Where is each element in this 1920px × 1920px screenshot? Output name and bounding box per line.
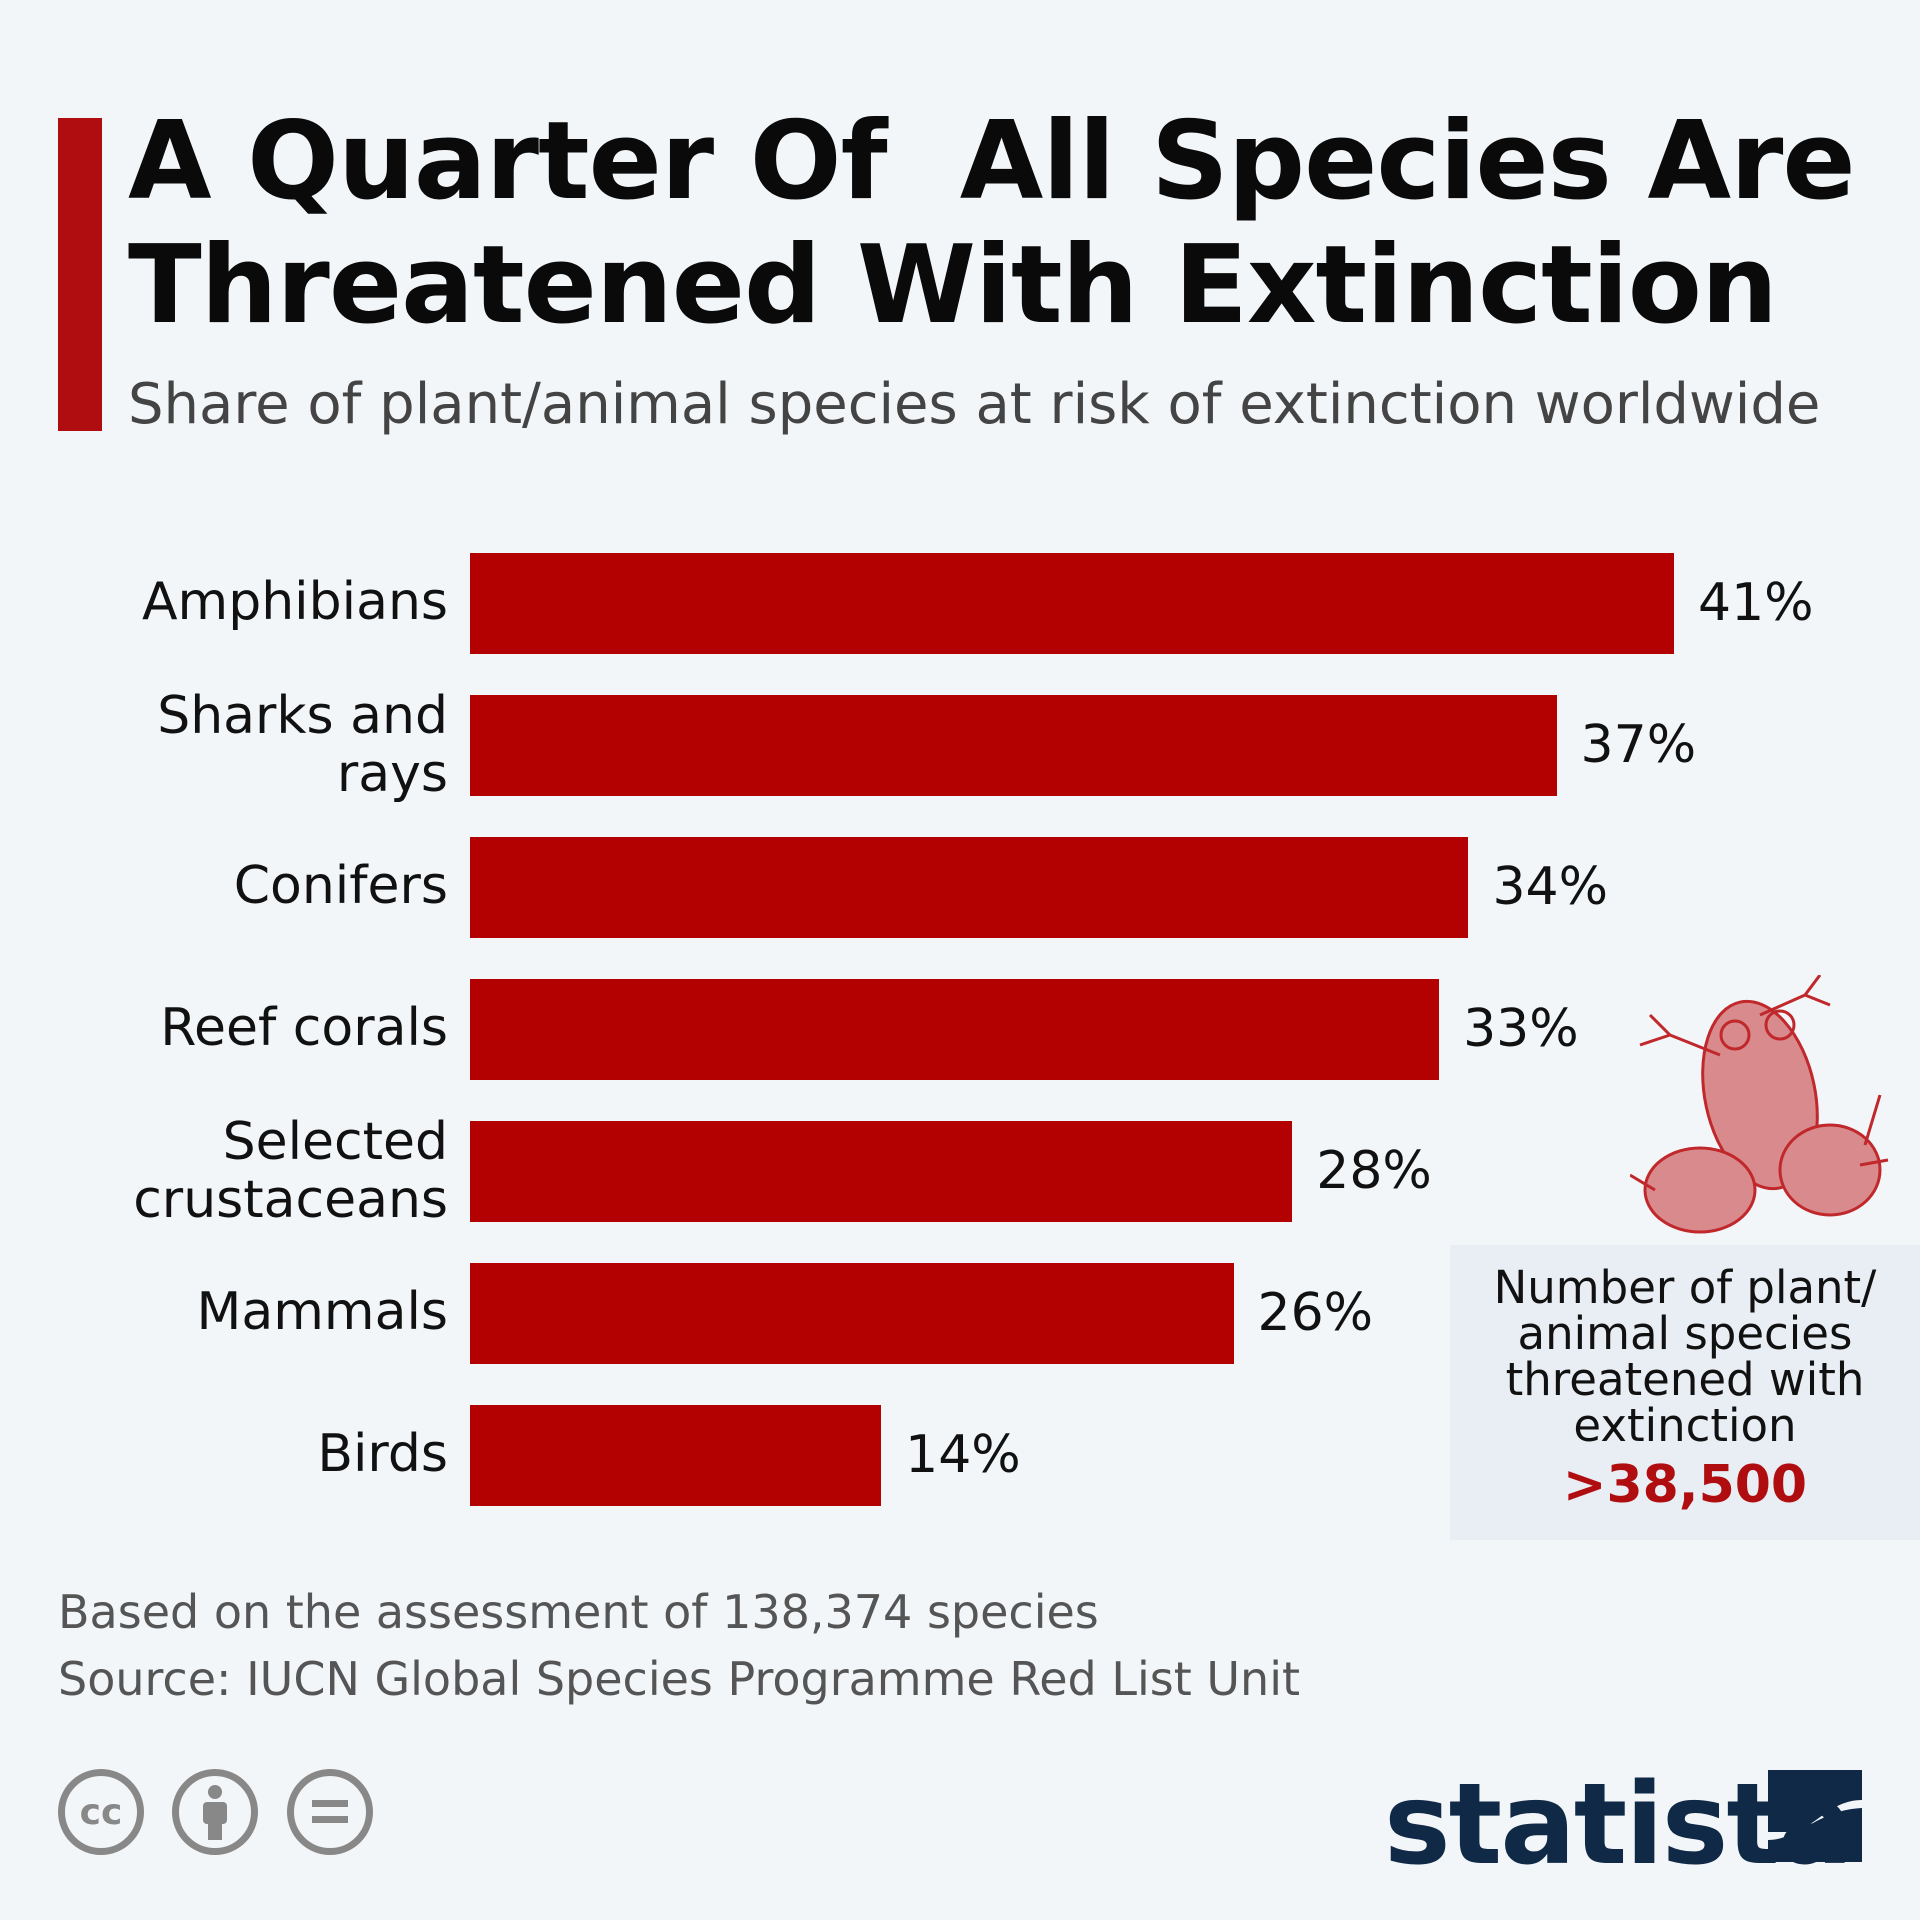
value-label: 37% [1580,715,1697,775]
bar [470,979,1440,1080]
category-label: Reef corals [160,998,448,1058]
category-label: Mammals [196,1282,448,1342]
value-label: 33% [1463,999,1579,1059]
bar [470,553,1674,654]
no-derivatives-icon[interactable] [287,1769,373,1855]
cc-icon[interactable]: cc [58,1769,144,1855]
title-line-1: A Quarter Of All Species Are [128,99,1856,224]
info-box-value: >38,500 [1562,1455,1808,1515]
cc-icon-text: cc [79,1791,123,1833]
frog-icon [1630,975,1889,1234]
value-label: 26% [1257,1283,1374,1343]
category-label: Selected crustaceans [133,1112,448,1230]
bar [470,1263,1234,1364]
title-accent-stripe [58,118,102,431]
value-label: 34% [1492,857,1609,917]
title-line-2: Threatened With Extinction [128,223,1778,348]
value-label: 28% [1316,1141,1432,1201]
category-label: Birds [317,1424,448,1484]
info-box: Number of plant/ animal species threaten… [1450,1245,1920,1540]
category-label: Sharks and rays [157,686,448,804]
value-label: 41% [1698,573,1814,633]
attribution-icon[interactable] [172,1769,258,1855]
bar [470,1405,882,1506]
chart-title: A Quarter Of All Species Are Threatened … [128,99,1856,348]
chart-subtitle: Share of plant/animal species at risk of… [128,372,1821,437]
bar [470,837,1469,938]
person-icon [203,1785,227,1840]
value-label: 14% [905,1425,1021,1485]
category-label: Conifers [233,856,448,916]
footnote: Based on the assessment of 138,374 speci… [58,1585,1099,1639]
statista-logo-mark [1768,1770,1862,1862]
bar [470,1121,1293,1222]
source[interactable]: Source: IUCN Global Species Programme Re… [58,1652,1301,1706]
info-box-text: Number of plant/ animal species threaten… [1493,1261,1877,1452]
equals-icon [312,1800,348,1823]
bar [470,695,1557,796]
category-label: Amphibians [141,572,448,632]
